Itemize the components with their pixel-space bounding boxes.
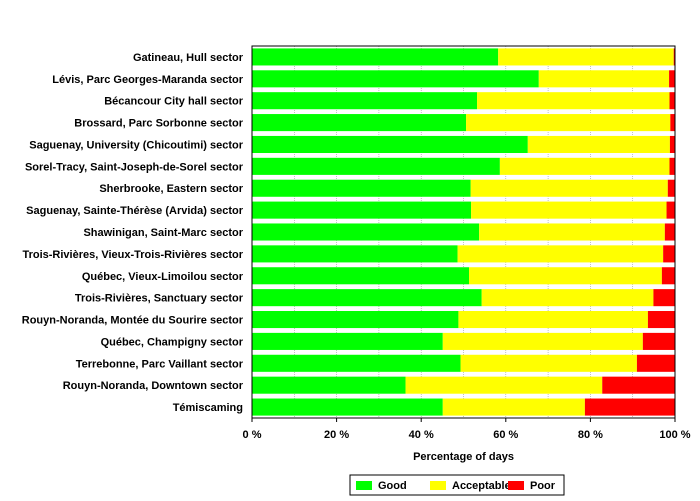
bar-poor: [673, 48, 675, 66]
x-tick-label: 80 %: [578, 429, 603, 441]
bar-poor: [647, 310, 675, 329]
legend-swatch-poor: [508, 481, 524, 490]
bar-poor: [669, 135, 675, 154]
x-tick-label: 0 %: [243, 429, 262, 441]
bar-good: [252, 92, 478, 110]
bar-acceptable: [470, 179, 668, 197]
x-tick-label: 40 %: [409, 429, 434, 441]
category-label: Shawinigan, Saint-Marc sector: [83, 227, 243, 239]
bar-acceptable: [538, 70, 670, 88]
category-label: Témiscaming: [173, 402, 243, 414]
bar-acceptable: [405, 376, 603, 394]
category-labels: Gatineau, Hull sector Lévis, Parc Georges…: [22, 52, 244, 414]
bar-good: [252, 201, 472, 219]
bar-good: [252, 157, 500, 175]
plot-frame: [251, 45, 676, 419]
bar-good: [252, 223, 480, 241]
bar-poor: [666, 201, 675, 219]
legend: Good Acceptable Poor: [349, 474, 565, 496]
bar-poor: [669, 157, 675, 175]
bar-acceptable: [457, 245, 664, 263]
bar-acceptable: [499, 157, 670, 175]
bar-good: [252, 135, 528, 154]
bar-good: [252, 267, 469, 285]
bar-good: [252, 332, 443, 350]
bar-poor: [669, 92, 675, 110]
bar-good: [252, 114, 467, 132]
bar-poor: [584, 398, 675, 416]
bar-acceptable: [527, 135, 670, 154]
bar-poor: [661, 267, 675, 285]
category-label: Gatineau, Hull sector: [133, 52, 244, 64]
bar-acceptable: [442, 398, 585, 416]
bar-acceptable: [458, 310, 648, 329]
bar-acceptable: [466, 114, 671, 132]
category-label: Trois-Rivières, Sanctuary sector: [75, 293, 244, 305]
category-label: Lévis, Parc Georges-Maranda sector: [52, 74, 243, 86]
category-label: Rouyn-Noranda, Downtown sector: [63, 380, 244, 392]
bar-good: [252, 70, 539, 88]
bar-poor: [663, 245, 675, 263]
category-label: Bécancour City hall sector: [104, 96, 243, 108]
bar-good: [252, 179, 471, 197]
bar-acceptable: [442, 332, 643, 350]
category-label: Sherbrooke, Eastern sector: [99, 183, 243, 195]
legend-label-good: Good: [378, 480, 407, 492]
bar-poor: [667, 179, 675, 197]
category-label: Rouyn-Noranda, Montée du Sourire sector: [22, 315, 244, 327]
category-label: Trois-Rivières, Vieux-Trois-Rivières sec…: [22, 249, 243, 261]
bar-acceptable: [498, 48, 674, 66]
category-label: Brossard, Parc Sorbonne sector: [74, 118, 243, 130]
x-tick-labels: 0 % 20 % 40 % 60 % 80 % 100 %: [243, 418, 691, 441]
x-tick-label: 20 %: [324, 429, 349, 441]
bar-acceptable: [460, 354, 637, 372]
bar-poor: [636, 354, 675, 372]
category-label: Québec, Vieux-Limoilou sector: [82, 271, 244, 283]
bar-poor: [664, 223, 675, 241]
category-label: Saguenay, University (Chicoutimi) sector: [29, 139, 243, 151]
bar-poor: [642, 332, 675, 350]
x-tick-label: 100 %: [659, 429, 690, 441]
legend-label-acceptable: Acceptable: [452, 480, 511, 492]
bar-good: [252, 289, 482, 307]
bar-good: [252, 310, 459, 329]
bars: [252, 48, 675, 416]
bar-good: [252, 398, 443, 416]
legend-swatch-acceptable: [430, 481, 446, 490]
bar-poor: [653, 289, 675, 307]
bar-acceptable: [477, 92, 670, 110]
bar-good: [252, 245, 458, 263]
bar-acceptable: [471, 201, 667, 219]
bar-poor: [670, 114, 675, 132]
bar-acceptable: [468, 267, 662, 285]
bar-good: [252, 376, 406, 394]
legend-label-poor: Poor: [530, 480, 556, 492]
category-label: Terrebonne, Parc Vaillant sector: [76, 358, 244, 370]
bar-good: [252, 48, 499, 66]
x-axis-title: Percentage of days: [413, 451, 514, 463]
bar-good: [252, 354, 461, 372]
x-tick-label: 60 %: [493, 429, 518, 441]
category-label: Québec, Champigny sector: [101, 336, 244, 348]
category-label: Sorel-Tracy, Saint-Joseph-de-Sorel secto…: [25, 161, 244, 173]
bar-poor: [602, 376, 675, 394]
bar-acceptable: [479, 223, 665, 241]
bar-acceptable: [481, 289, 654, 307]
legend-swatch-good: [356, 481, 372, 490]
bar-poor: [669, 70, 675, 88]
category-label: Saguenay, Sainte-Thérèse (Arvida) sector: [26, 205, 244, 217]
